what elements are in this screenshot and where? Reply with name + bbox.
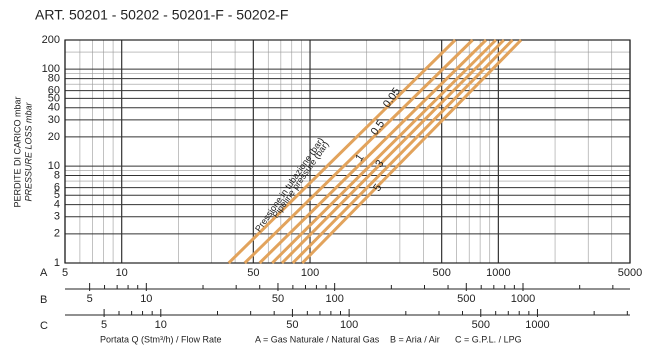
x-tick-label: 5 xyxy=(62,267,68,279)
line-label: 1 xyxy=(353,152,366,164)
x-tick-label: 5000 xyxy=(618,267,642,279)
x-tick-label: 1000 xyxy=(525,319,549,331)
flow-line xyxy=(271,38,497,265)
y-tick-label: 40 xyxy=(48,102,60,114)
line-label: 5 xyxy=(371,182,384,194)
y-tick-label: 5 xyxy=(54,189,60,201)
axis-name: C xyxy=(40,320,48,332)
x-tick-label: 50 xyxy=(286,319,298,331)
x-tick-label: 10 xyxy=(155,319,167,331)
x-tick-label: 5 xyxy=(101,319,107,331)
y-tick-label: 8 xyxy=(54,169,60,181)
flow-line xyxy=(243,38,474,265)
flow-line xyxy=(301,38,523,265)
y-tick-label: 6 xyxy=(54,181,60,193)
x-tick-label: 500 xyxy=(472,319,490,331)
x-tick-label: 100 xyxy=(325,293,343,305)
y-tick-label: 4 xyxy=(54,199,60,211)
axis-name: A xyxy=(40,267,48,279)
flow-line xyxy=(227,38,457,265)
axis-name: B xyxy=(40,294,47,306)
y-tick-label: 60 xyxy=(48,85,60,97)
x-tick-label: 10 xyxy=(140,293,152,305)
x-tick-label: 1000 xyxy=(486,267,510,279)
footer-text: A = Gas Naturale / Natural Gas xyxy=(255,334,380,344)
y-tick-label: 100 xyxy=(42,63,60,75)
x-tick-label: 100 xyxy=(301,267,319,279)
line-label: 3 xyxy=(373,158,386,170)
flow-line xyxy=(291,38,514,265)
footer-text: C = G.P.L. / LPG xyxy=(455,334,522,344)
y-tick-label: 3 xyxy=(54,211,60,223)
y-tick-label: 10 xyxy=(48,160,60,172)
chart-title: ART. 50201 - 50202 - 50201-F - 50202-F xyxy=(35,7,288,23)
y-tick-label: 1 xyxy=(54,257,60,269)
flow-line xyxy=(280,38,505,265)
x-tick-label: 50 xyxy=(272,293,284,305)
y-tick-label: 200 xyxy=(42,34,60,46)
y-tick-label: 30 xyxy=(48,114,60,126)
y-tick-label: 80 xyxy=(48,72,60,84)
x-tick-label: 500 xyxy=(432,267,450,279)
footer-text: Portata Q (Stm³/h) / Flow Rate xyxy=(100,334,222,344)
x-tick-label: 500 xyxy=(457,293,475,305)
plot-frame xyxy=(64,39,631,264)
footer-text: B = Aria / Air xyxy=(390,334,440,344)
y-axis-label: PRESSURE LOSS mbar xyxy=(23,101,33,201)
x-tick-label: 5 xyxy=(87,293,93,305)
x-tick-label: 10 xyxy=(116,267,128,279)
flow-line xyxy=(258,38,488,265)
y-tick-label: 50 xyxy=(48,92,60,104)
y-tick-label: 20 xyxy=(48,131,60,143)
x-tick-label: 50 xyxy=(247,267,259,279)
y-axis-label: PERDITE DI CARICO mbar xyxy=(12,96,22,207)
x-tick-label: 1000 xyxy=(511,293,535,305)
x-tick-label: 100 xyxy=(340,319,358,331)
y-tick-label: 2 xyxy=(54,228,60,240)
